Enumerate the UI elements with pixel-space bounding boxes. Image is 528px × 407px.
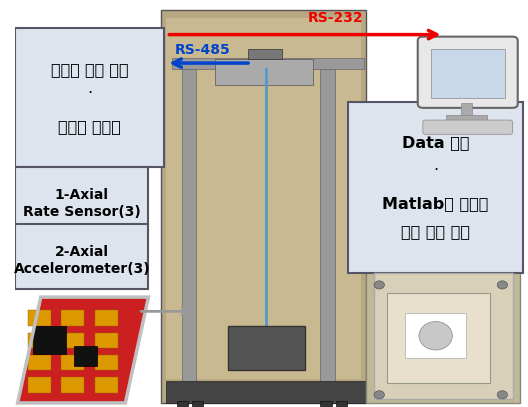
Text: ·: ·	[433, 164, 438, 178]
Bar	[28, 355, 51, 370]
Circle shape	[497, 281, 507, 289]
Text: 보정 계수 산출: 보정 계수 산출	[401, 225, 470, 239]
Text: Rate Sensor(3): Rate Sensor(3)	[23, 205, 140, 219]
FancyBboxPatch shape	[348, 102, 523, 273]
Circle shape	[374, 391, 384, 399]
Bar	[61, 377, 84, 393]
Bar	[446, 115, 487, 122]
Text: 회전각 측정 센서: 회전각 측정 센서	[51, 62, 128, 77]
Text: Data 수집: Data 수집	[402, 135, 469, 150]
Text: Accelerometer(3): Accelerometer(3)	[14, 262, 150, 276]
Bar	[374, 273, 513, 399]
Bar	[228, 326, 305, 370]
Bar	[95, 333, 118, 348]
Bar	[28, 333, 51, 348]
Bar	[74, 346, 97, 366]
Text: 1-Axial: 1-Axial	[55, 188, 109, 202]
Bar	[166, 18, 361, 379]
Bar	[95, 377, 118, 393]
Circle shape	[374, 281, 384, 289]
Bar	[320, 401, 332, 407]
Text: RS-232: RS-232	[308, 11, 363, 25]
Bar	[405, 313, 466, 358]
Bar	[430, 49, 505, 98]
FancyBboxPatch shape	[161, 10, 366, 403]
Bar	[61, 355, 84, 370]
Circle shape	[497, 391, 507, 399]
FancyBboxPatch shape	[418, 37, 518, 108]
Ellipse shape	[419, 322, 452, 350]
Bar	[61, 333, 84, 348]
FancyBboxPatch shape	[423, 120, 513, 134]
Bar	[95, 355, 118, 370]
Bar	[192, 401, 203, 407]
Bar	[336, 401, 347, 407]
Bar	[215, 59, 313, 85]
Bar	[320, 69, 335, 387]
Bar	[182, 69, 196, 387]
Bar	[177, 401, 188, 407]
Text: 2-Axial: 2-Axial	[55, 245, 109, 259]
FancyBboxPatch shape	[15, 224, 148, 289]
Bar	[28, 377, 51, 393]
Bar	[166, 381, 369, 403]
Polygon shape	[366, 263, 520, 403]
Text: Matlab을 이용한: Matlab을 이용한	[382, 196, 489, 211]
Bar	[61, 310, 84, 326]
Text: ·: ·	[87, 86, 92, 101]
FancyBboxPatch shape	[15, 28, 164, 167]
Bar	[249, 49, 282, 59]
Bar	[28, 310, 51, 326]
Text: 디지털 변환기: 디지털 변환기	[58, 119, 121, 133]
Polygon shape	[17, 297, 148, 403]
FancyBboxPatch shape	[15, 167, 148, 232]
Bar	[172, 58, 364, 69]
Bar	[95, 310, 118, 326]
Bar	[461, 103, 472, 116]
Text: RS-485: RS-485	[174, 43, 230, 57]
Bar	[387, 293, 489, 383]
Bar	[33, 326, 67, 354]
